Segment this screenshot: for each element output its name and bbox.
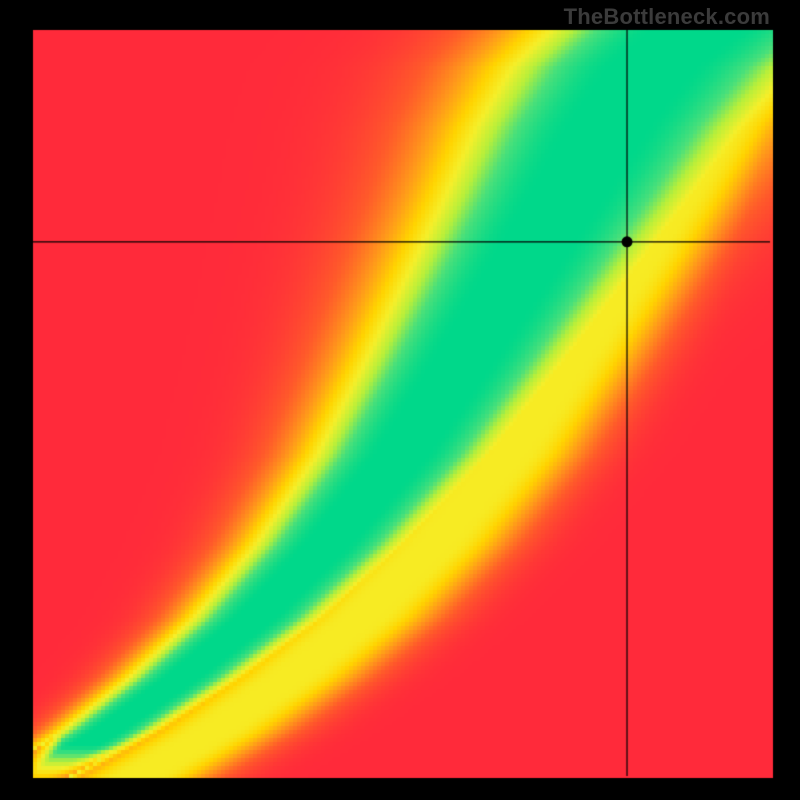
watermark-text: TheBottleneck.com xyxy=(564,4,770,30)
bottleneck-heatmap xyxy=(0,0,800,800)
chart-container: TheBottleneck.com xyxy=(0,0,800,800)
